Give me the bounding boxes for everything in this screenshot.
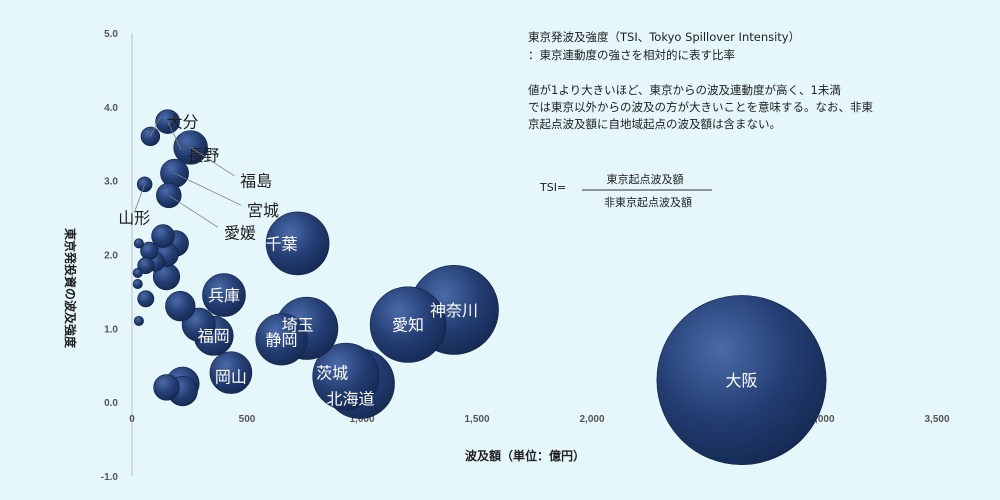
bubble-label: 兵庫 <box>208 286 240 305</box>
axes-layer: -1.0 0.0 1.0 2.0 3.0 4.0 5.0 0 500 1,000 1,500 2,00… <box>101 29 950 483</box>
annotation-line-6: 京起点波及額に自地域起点の波及額は含まない。 <box>528 117 781 131</box>
formula-prefix: TSI= <box>539 181 566 194</box>
bubble-label: 福島 <box>240 172 272 191</box>
bubble-label: 神奈川 <box>430 301 478 320</box>
bubble-label: 千葉 <box>265 234 297 253</box>
y-tick-label: 4.0 <box>104 103 118 114</box>
bubble-静岡 <box>255 313 308 366</box>
bubble-大阪 <box>656 295 827 465</box>
leader-line <box>167 121 182 150</box>
tsi-annotation: 東京発波及強度（TSI、Tokyo Spillover Intensity） ：… <box>528 30 873 209</box>
x-tick-label: 2,000 <box>579 414 604 425</box>
y-tick-label: 3.0 <box>104 177 118 188</box>
bubble-label: 大分 <box>167 113 199 132</box>
bubble-label: 愛知 <box>392 316 424 335</box>
bubble <box>133 315 144 326</box>
annotation-line-5: では東京以外からの波及の方が大きいことを意味する。なお、非東 <box>528 100 873 114</box>
x-tick-label: 500 <box>239 414 256 425</box>
bubble-label: 福岡 <box>198 327 230 346</box>
bubble <box>151 224 175 248</box>
bubble-千葉 <box>265 211 330 276</box>
bubble-兵庫 <box>202 273 246 317</box>
bubble <box>165 291 196 322</box>
leader-line <box>190 147 235 177</box>
bubble <box>132 279 143 290</box>
y-tick-label: 5.0 <box>104 29 118 40</box>
bubble-label: 山形 <box>118 209 150 228</box>
bubble-茨城 <box>312 342 380 410</box>
bubble-宮城 <box>160 158 189 188</box>
x-axis-title: 波及額（単位：億円） <box>465 448 585 463</box>
bubble-愛知 <box>369 286 447 363</box>
bubble <box>153 374 180 401</box>
x-tick-label: 3,500 <box>924 414 949 425</box>
leader-line <box>168 195 219 228</box>
bubble-label: 埼玉 <box>282 316 314 335</box>
bubbles-layer <box>132 109 827 465</box>
bubble <box>133 238 144 249</box>
bubble <box>137 257 155 275</box>
y-axis-title: 東京発投資の波及強度 <box>63 228 78 349</box>
annotation-line-2: ：東京連動度の強さを相対的に表す比率 <box>528 48 735 62</box>
formula-numerator: 東京起点波及額 <box>607 172 684 186</box>
bubble-label: 愛媛 <box>224 223 256 242</box>
bubble-岡山 <box>209 351 253 394</box>
formula-denominator: 非東京起点波及額 <box>604 195 692 209</box>
y-tick-label: 0.0 <box>104 398 118 409</box>
bubble <box>132 267 143 278</box>
labels-layer: 大分長野福島宮城愛媛山形兵庫福岡千葉埼玉静岡愛知神奈川岡山茨城北海道大阪 <box>118 113 757 409</box>
x-tick-label: 1,000 <box>349 414 374 425</box>
bubble-label: 静岡 <box>265 330 297 349</box>
bubble-label: 宮城 <box>247 201 279 220</box>
bubble <box>137 290 155 308</box>
leader-line <box>150 116 161 137</box>
bubble-label: 岡山 <box>215 367 247 386</box>
y-tick-label: 2.0 <box>104 251 118 262</box>
leader-line <box>133 184 146 213</box>
leader-line <box>174 172 242 206</box>
x-tick-label: 1,500 <box>464 414 489 425</box>
bubble-label: 大阪 <box>725 371 757 390</box>
x-tick-label: 3,000 <box>809 414 834 425</box>
bubble-label: 茨城 <box>316 364 348 383</box>
annotation-line-1: 東京発波及強度（TSI、Tokyo Spillover Intensity） <box>528 30 800 44</box>
x-tick-label: 0 <box>129 414 135 425</box>
y-tick-label: -1.0 <box>101 472 119 483</box>
annotation-line-4: 値が1より大きいほど、東京からの波及連動度が高く、1未満 <box>528 83 841 97</box>
y-tick-label: 1.0 <box>104 324 118 335</box>
bubble-label: 北海道 <box>326 389 374 408</box>
